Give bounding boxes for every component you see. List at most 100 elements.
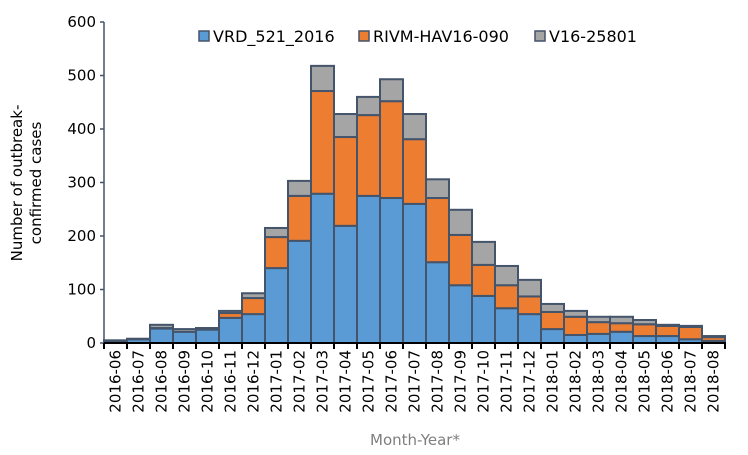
bar-2017-05-series-1 — [356, 114, 381, 197]
bar-2017-11-series-2 — [494, 264, 519, 287]
x-tick-label: 2017-06 — [383, 350, 401, 413]
x-tick-label: 2016-07 — [130, 350, 148, 413]
bar-2016-10-series-2 — [195, 327, 220, 331]
bar-2017-08-series-2 — [425, 178, 450, 200]
bar-2018-04-series-2 — [609, 315, 634, 325]
bar-2017-03-series-0 — [310, 192, 335, 344]
bar-2016-09-series-0 — [172, 330, 197, 345]
bar-2018-08-series-2 — [701, 335, 726, 339]
legend-swatch — [358, 30, 370, 42]
x-tick-label: 2017-07 — [406, 350, 424, 413]
bar-2017-04-series-2 — [333, 113, 358, 139]
bar-2017-07-series-0 — [402, 202, 427, 344]
x-tick-label: 2018-01 — [544, 350, 562, 413]
bar-2018-03-series-1 — [586, 321, 611, 335]
bar-2017-12-series-1 — [517, 295, 542, 316]
bar-2018-01-series-0 — [540, 328, 565, 344]
bar-2017-11-series-1 — [494, 284, 519, 310]
bar-2017-09-series-2 — [448, 208, 473, 236]
bar-2017-08-series-1 — [425, 197, 450, 264]
x-tick-label: 2016-12 — [245, 350, 263, 413]
bar-2016-11-series-2 — [218, 309, 243, 315]
bar-2017-07-series-1 — [402, 138, 427, 205]
bar-2017-05-series-0 — [356, 194, 381, 344]
y-axis-title-line2: confirmed cases — [27, 121, 45, 244]
bar-2018-06-series-2 — [655, 323, 680, 327]
x-tick-label: 2017-02 — [291, 350, 309, 413]
bar-2017-03-series-1 — [310, 90, 335, 195]
bar-2017-06-series-2 — [379, 78, 404, 103]
x-tick-label: 2017-01 — [268, 350, 286, 413]
x-tick-label: 2016-11 — [222, 350, 240, 413]
bar-2018-05-series-0 — [632, 335, 657, 345]
x-tick-label: 2018-05 — [636, 350, 654, 413]
legend-label: V16-25801 — [549, 27, 637, 46]
bars-layer — [103, 64, 726, 345]
bar-2018-05-series-1 — [632, 323, 657, 338]
x-tick-label: 2017-04 — [337, 350, 355, 413]
x-axis-ticks: 2016-06 2016-07 2016-08 2016-09 2016-10 2016-… — [103, 343, 726, 413]
bar-2016-09-series-2 — [172, 328, 197, 333]
bar-2017-10-series-1 — [471, 263, 496, 297]
bar-2017-01-series-2 — [264, 226, 289, 239]
bar-2017-01-series-0 — [264, 267, 289, 345]
bar-2017-12-series-0 — [517, 313, 542, 344]
legend-swatch — [198, 30, 210, 42]
bar-2018-02-series-1 — [563, 315, 588, 336]
bar-2016-07-series-2 — [126, 337, 151, 341]
bar-2017-05-series-2 — [356, 95, 381, 117]
bar-2016-12-series-0 — [241, 313, 266, 344]
bar-2017-06-series-1 — [379, 100, 404, 200]
x-tick-label: 2017-05 — [360, 350, 378, 413]
bar-2018-05-series-2 — [632, 318, 657, 326]
bar-2016-10-series-0 — [195, 328, 220, 344]
bar-2017-02-series-2 — [287, 179, 312, 197]
legend-swatch — [534, 30, 546, 42]
y-tick-label: 300 — [67, 174, 96, 192]
x-tick-label: 2018-06 — [659, 350, 677, 413]
y-tick-label: 0 — [86, 334, 96, 352]
x-tick-label: 2017-09 — [452, 350, 470, 413]
bar-2018-07-series-1 — [678, 325, 703, 341]
bar-2016-12-series-1 — [241, 297, 266, 316]
bar-2017-02-series-0 — [287, 239, 312, 344]
bar-2018-02-series-2 — [563, 309, 588, 318]
bar-2017-10-series-2 — [471, 240, 496, 266]
bar-2017-04-series-1 — [333, 136, 358, 227]
bar-2018-03-series-2 — [586, 315, 611, 324]
bar-2016-08-series-2 — [149, 323, 174, 330]
x-tick-label: 2017-08 — [429, 350, 447, 413]
bar-2017-09-series-1 — [448, 233, 473, 287]
bar-2018-01-series-2 — [540, 302, 565, 313]
y-axis-title-line1: Number of outbreak- — [8, 105, 26, 262]
y-tick-label: 500 — [67, 67, 96, 85]
bar-2018-02-series-0 — [563, 333, 588, 345]
x-tick-label: 2017-03 — [314, 350, 332, 413]
bar-2018-01-series-1 — [540, 310, 565, 331]
x-tick-label: 2017-11 — [498, 350, 516, 413]
y-tick-label: 600 — [67, 13, 96, 31]
bar-2018-03-series-0 — [586, 332, 611, 344]
bar-2016-12-series-2 — [241, 292, 266, 300]
x-tick-label: 2018-04 — [613, 350, 631, 413]
bar-2016-06-series-2 — [103, 339, 128, 342]
x-tick-label: 2018-03 — [590, 350, 608, 413]
x-tick-label: 2017-12 — [521, 350, 539, 413]
bar-2018-04-series-1 — [609, 322, 634, 333]
bar-2018-04-series-0 — [609, 330, 634, 345]
y-axis-ticks: 0 100 200 300 400 500 600 — [67, 13, 104, 352]
bar-2017-06-series-0 — [379, 197, 404, 344]
x-tick-label: 2016-09 — [176, 350, 194, 413]
x-tick-label: 2017-10 — [475, 350, 493, 413]
legend: VRD_521_2016 RIVM-HAV16-090 V16-25801 — [198, 27, 637, 47]
bar-2017-04-series-0 — [333, 224, 358, 345]
bar-2017-02-series-1 — [287, 194, 312, 242]
bar-2017-08-series-0 — [425, 261, 450, 344]
bar-2018-06-series-1 — [655, 324, 680, 338]
bar-2016-08-series-0 — [149, 327, 174, 344]
y-tick-label: 100 — [67, 281, 96, 299]
y-tick-label: 200 — [67, 227, 96, 245]
x-tick-label: 2016-08 — [153, 350, 171, 413]
bar-2017-07-series-2 — [402, 113, 427, 141]
